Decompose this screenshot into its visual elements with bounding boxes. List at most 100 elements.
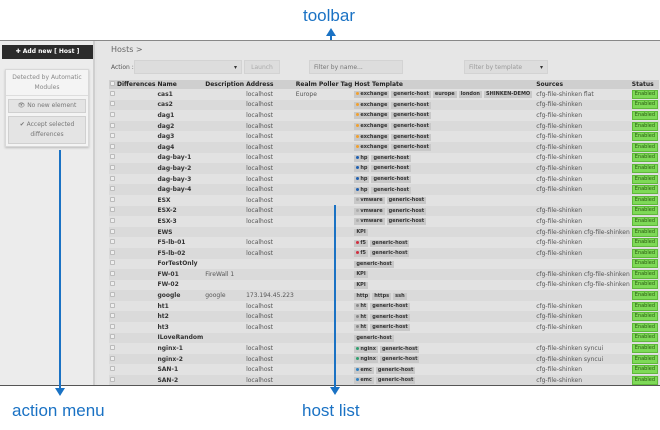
host-name[interactable]: nginx-1 xyxy=(156,343,205,354)
column-header[interactable]: Sources xyxy=(535,80,631,89)
template-tag[interactable]: nginx xyxy=(354,345,378,353)
template-tag[interactable]: generic-host xyxy=(391,123,431,131)
table-row[interactable]: dag-bay-2 localhost hp generic-host cfg-f… xyxy=(109,163,659,174)
template-tag[interactable]: hp xyxy=(354,154,370,162)
template-tag[interactable]: generic-host xyxy=(371,186,411,194)
host-name[interactable]: dag1 xyxy=(156,110,205,121)
column-header[interactable] xyxy=(109,80,116,89)
table-row[interactable]: google google 173.194.45.223 http https ss… xyxy=(109,290,659,301)
row-checkbox[interactable] xyxy=(110,196,115,202)
table-row[interactable]: FW-01 FireWall 1 KPI cfg-file-shinken cf… xyxy=(109,269,659,280)
row-checkbox[interactable] xyxy=(110,239,115,245)
template-tag[interactable]: f5 xyxy=(354,250,368,258)
template-tag[interactable]: generic-host xyxy=(386,207,427,215)
template-tag[interactable]: SHINKEN-DEMO xyxy=(484,91,533,99)
table-row[interactable]: ForTestOnly generic-host Enabled xyxy=(109,258,659,270)
row-checkbox[interactable] xyxy=(110,143,115,149)
template-tag[interactable]: hp xyxy=(354,186,370,194)
host-name[interactable]: ForTestOnly xyxy=(156,258,205,270)
row-checkbox[interactable] xyxy=(110,175,115,181)
template-tag[interactable]: generic-host xyxy=(354,260,394,268)
template-tag[interactable]: KPI xyxy=(354,281,368,289)
host-name[interactable]: SAN-1 xyxy=(156,364,205,376)
template-tag[interactable]: exchange xyxy=(354,144,390,152)
template-tag[interactable]: ssh xyxy=(393,292,407,300)
template-tag[interactable]: hp xyxy=(354,165,370,173)
template-tag[interactable]: emc xyxy=(354,377,374,385)
template-tag[interactable]: generic-host xyxy=(386,218,427,226)
select-all-checkbox[interactable] xyxy=(110,81,115,86)
table-row[interactable]: dag3 localhost exchange generic-host cfg-… xyxy=(109,131,659,142)
host-name[interactable]: ILoveRandom xyxy=(156,332,205,344)
host-name[interactable]: dag-bay-3 xyxy=(156,173,205,185)
row-checkbox[interactable] xyxy=(110,345,115,351)
template-tag[interactable]: generic-host xyxy=(370,324,410,332)
host-name[interactable]: EWS xyxy=(156,226,205,238)
template-tag[interactable]: generic-host xyxy=(371,176,411,184)
host-name[interactable]: dag2 xyxy=(156,120,205,132)
host-name[interactable]: dag3 xyxy=(156,131,205,142)
template-tag[interactable]: generic-host xyxy=(391,101,431,109)
column-header[interactable]: Name xyxy=(156,80,205,89)
template-tag[interactable]: generic-host xyxy=(369,239,410,247)
template-tag[interactable]: generic-host xyxy=(375,366,416,374)
table-row[interactable]: dag-bay-3 localhost hp generic-host cfg-f… xyxy=(109,173,659,185)
template-tag[interactable]: generic-host xyxy=(375,377,416,385)
host-name[interactable]: nginx-2 xyxy=(156,353,205,365)
host-name[interactable]: ESX xyxy=(156,194,205,206)
row-checkbox[interactable] xyxy=(110,355,115,361)
filter-by-name-input[interactable] xyxy=(309,60,403,74)
template-tag[interactable]: generic-host xyxy=(370,313,410,321)
row-checkbox[interactable] xyxy=(110,122,115,128)
host-name[interactable]: FW-01 xyxy=(156,269,205,280)
column-header[interactable]: Poller Tag xyxy=(317,80,354,89)
template-tag[interactable]: generic-host xyxy=(371,154,411,162)
table-row[interactable]: ht3 localhost ht generic-host cfg-file-sh… xyxy=(109,322,659,333)
row-checkbox[interactable] xyxy=(110,366,115,372)
template-tag[interactable]: ht xyxy=(354,313,369,321)
table-row[interactable]: SAN-2 localhost emc generic-host cfg-file… xyxy=(109,375,659,385)
table-row[interactable]: ESX localhost vmware generic-host Enabled xyxy=(109,194,659,206)
host-name[interactable]: SAN-2 xyxy=(156,375,205,385)
template-tag[interactable]: exchange xyxy=(354,133,390,141)
host-name[interactable]: dag-bay-2 xyxy=(156,163,205,174)
row-checkbox[interactable] xyxy=(110,270,115,276)
table-row[interactable]: nginx-2 localhost nginx generic-host cfg-… xyxy=(109,353,659,365)
host-name[interactable]: F5-lb-01 xyxy=(156,237,205,248)
no-new-element-button[interactable]: 👁 No new element xyxy=(8,99,86,113)
template-tag[interactable]: generic-host xyxy=(354,334,394,342)
template-tag[interactable]: generic-host xyxy=(391,112,431,120)
table-row[interactable]: dag-bay-4 localhost hp generic-host cfg-f… xyxy=(109,184,659,195)
row-checkbox[interactable] xyxy=(110,323,115,329)
template-tag[interactable]: vmware xyxy=(354,218,385,226)
host-name[interactable]: cas2 xyxy=(156,99,205,111)
template-tag[interactable]: generic-host xyxy=(391,91,431,99)
action-select[interactable]: ▾ xyxy=(134,60,242,74)
row-checkbox[interactable] xyxy=(110,302,115,308)
template-tag[interactable]: nginx xyxy=(354,356,378,364)
table-row[interactable]: cas1 localhost Europe exchange generic-ho… xyxy=(109,89,659,100)
table-row[interactable]: dag1 localhost exchange generic-host cfg-… xyxy=(109,110,659,121)
table-row[interactable]: nginx-1 localhost nginx generic-host cfg-… xyxy=(109,343,659,354)
row-checkbox[interactable] xyxy=(110,207,115,213)
row-checkbox[interactable] xyxy=(110,376,115,382)
column-header[interactable]: Address xyxy=(245,80,295,89)
template-tag[interactable]: https xyxy=(372,292,392,300)
table-row[interactable]: ht1 localhost ht generic-host cfg-file-sh… xyxy=(109,300,659,312)
table-row[interactable]: ht2 localhost ht generic-host cfg-file-sh… xyxy=(109,311,659,323)
row-checkbox[interactable] xyxy=(110,186,115,192)
template-tag[interactable]: vmware xyxy=(354,207,385,215)
table-row[interactable]: EWS KPI cfg-file-shinken cfg-file-shinke… xyxy=(109,226,659,238)
template-tag[interactable]: KPI xyxy=(354,271,368,279)
host-name[interactable]: google xyxy=(156,290,205,301)
column-header[interactable]: Host Template xyxy=(353,80,536,89)
host-name[interactable]: ESX-3 xyxy=(156,216,205,227)
table-row[interactable]: FW-02 KPI cfg-file-shinken cfg-file-shin… xyxy=(109,279,659,291)
template-tag[interactable]: generic-host xyxy=(370,303,410,311)
template-tag[interactable]: generic-host xyxy=(386,197,427,205)
host-name[interactable]: ESX-2 xyxy=(156,205,205,217)
host-name[interactable]: dag-bay-4 xyxy=(156,184,205,195)
column-header[interactable]: Realm xyxy=(294,80,318,89)
template-tag[interactable]: ht xyxy=(354,324,369,332)
template-tag[interactable]: generic-host xyxy=(369,250,410,258)
